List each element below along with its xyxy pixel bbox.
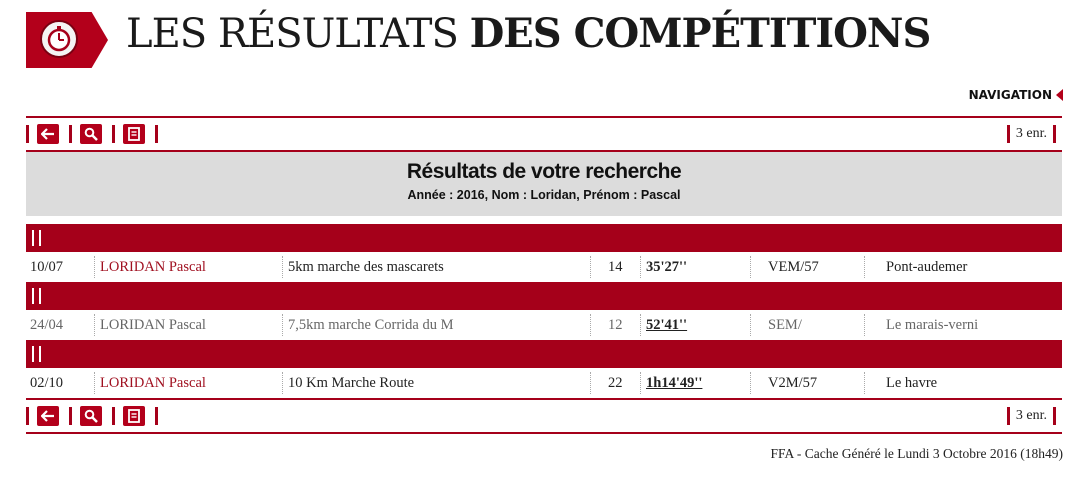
back-button[interactable] — [37, 124, 59, 144]
result-row[interactable]: 24/04 LORIDAN Pascal 7,5km marche Corrida … — [26, 310, 1062, 340]
result-date: 02/10 — [30, 375, 64, 391]
column-separator — [590, 372, 591, 394]
toolbar-bottom: 3 enr. — [26, 400, 1062, 432]
toolbar-separator — [155, 407, 158, 425]
toolbar-separator — [1053, 407, 1056, 425]
result-perf[interactable]: 1h14'49'' — [646, 375, 703, 391]
navigation-label: NAVIGATION — [968, 88, 1052, 102]
toolbar-separator — [112, 407, 115, 425]
result-city: Le havre — [886, 375, 938, 391]
navigation-arrow-icon — [1056, 89, 1063, 101]
divider — [26, 150, 1062, 152]
result-place: 14 — [608, 259, 623, 275]
column-separator — [864, 256, 865, 278]
result-perf[interactable]: 52'41'' — [646, 317, 688, 333]
result-name[interactable]: LORIDAN Pascal — [100, 317, 206, 333]
column-separator — [590, 256, 591, 278]
divider — [26, 432, 1062, 434]
navigation-toggle[interactable]: NAVIGATION — [969, 88, 1063, 102]
stopwatch-icon — [40, 20, 78, 58]
column-separator — [282, 314, 283, 336]
group-marker-icon — [32, 346, 41, 362]
page-title-bold: DES COMPÉTITIONS — [469, 10, 932, 57]
result-group-bar — [26, 282, 1062, 310]
record-count: 3 enr. — [1006, 407, 1062, 425]
back-arrow-icon — [41, 128, 54, 140]
column-separator — [640, 256, 641, 278]
result-place: 12 — [608, 317, 623, 333]
record-count: 3 enr. — [1006, 125, 1062, 143]
result-date: 24/04 — [30, 317, 64, 333]
toolbar-separator — [1006, 407, 1010, 425]
spacer — [26, 216, 1062, 224]
column-separator — [640, 314, 641, 336]
column-separator — [94, 372, 95, 394]
result-event: 10 Km Marche Route — [288, 375, 415, 391]
result-date: 10/07 — [30, 259, 64, 275]
toolbar-separator — [69, 125, 72, 143]
search-button[interactable] — [80, 124, 102, 144]
column-separator — [640, 372, 641, 394]
result-group-bar — [26, 224, 1062, 252]
column-separator — [750, 256, 751, 278]
logo-tab — [26, 12, 108, 68]
toolbar-separator — [155, 125, 158, 143]
group-marker-icon — [32, 288, 41, 304]
back-arrow-icon — [41, 410, 54, 422]
footer-cache-info: FFA - Cache Généré le Lundi 3 Octobre 20… — [770, 446, 1063, 461]
page-header: LES RÉSULTATS DES COMPÉTITIONS — [0, 0, 1075, 80]
results-table: 10/07 LORIDAN Pascal 5km marche des mascar… — [26, 224, 1062, 398]
result-row[interactable]: 02/10 LORIDAN Pascal 10 Km Marche Route 22 1… — [26, 368, 1062, 398]
search-button[interactable] — [80, 406, 102, 426]
result-city: Pont-audemer — [886, 259, 968, 275]
group-marker-icon — [32, 230, 41, 246]
divider — [26, 116, 1062, 118]
result-event: 7,5km marche Corrida du M — [288, 317, 454, 333]
column-separator — [282, 256, 283, 278]
back-button[interactable] — [37, 406, 59, 426]
divider — [26, 398, 1062, 400]
search-title: Résultats de votre recherche — [406, 160, 682, 183]
search-criteria: Année : 2016, Nom : Loridan, Prénom : Pa… — [407, 188, 681, 202]
print-icon — [128, 127, 140, 141]
record-count-text: 3 enr. — [1015, 126, 1047, 141]
page-title: LES RÉSULTATS DES COMPÉTITIONS — [126, 10, 932, 57]
page-title-light: LES RÉSULTATS — [126, 11, 459, 57]
column-separator — [750, 314, 751, 336]
search-icon — [84, 127, 98, 141]
result-name[interactable]: LORIDAN Pascal — [100, 375, 206, 391]
result-category: VEM/57 — [768, 259, 819, 275]
result-group-bar — [26, 340, 1062, 368]
column-separator — [94, 314, 95, 336]
result-row[interactable]: 10/07 LORIDAN Pascal 5km marche des mascar… — [26, 252, 1062, 282]
column-separator — [864, 372, 865, 394]
record-count-text: 3 enr. — [1015, 408, 1047, 423]
column-separator — [282, 372, 283, 394]
result-name[interactable]: LORIDAN Pascal — [100, 259, 206, 275]
result-perf[interactable]: 35'27'' — [646, 259, 688, 275]
column-separator — [590, 314, 591, 336]
result-category: V2M/57 — [768, 375, 818, 391]
column-separator — [94, 256, 95, 278]
toolbar-separator — [26, 407, 29, 425]
print-button[interactable] — [123, 406, 145, 426]
print-button[interactable] — [123, 124, 145, 144]
result-category: SEM/ — [768, 317, 802, 333]
result-event: 5km marche des mascarets — [288, 259, 444, 275]
result-city: Le marais-verni — [886, 317, 979, 333]
toolbar-separator — [1053, 125, 1056, 143]
column-separator — [864, 314, 865, 336]
search-summary: Résultats de votre recherche Année : 201… — [26, 152, 1062, 216]
column-separator — [750, 372, 751, 394]
toolbar-separator — [1006, 125, 1010, 143]
search-icon — [84, 409, 98, 423]
result-place: 22 — [608, 375, 623, 391]
print-icon — [128, 409, 140, 423]
toolbar-separator — [26, 125, 29, 143]
toolbar-separator — [69, 407, 72, 425]
toolbar-top: 3 enr. — [26, 118, 1062, 150]
toolbar-separator — [112, 125, 115, 143]
results-panel: 3 enr. Résultats de votre recherche Anné… — [26, 116, 1062, 434]
